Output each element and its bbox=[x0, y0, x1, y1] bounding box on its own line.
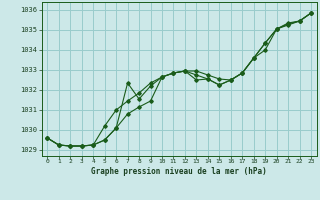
X-axis label: Graphe pression niveau de la mer (hPa): Graphe pression niveau de la mer (hPa) bbox=[91, 167, 267, 176]
